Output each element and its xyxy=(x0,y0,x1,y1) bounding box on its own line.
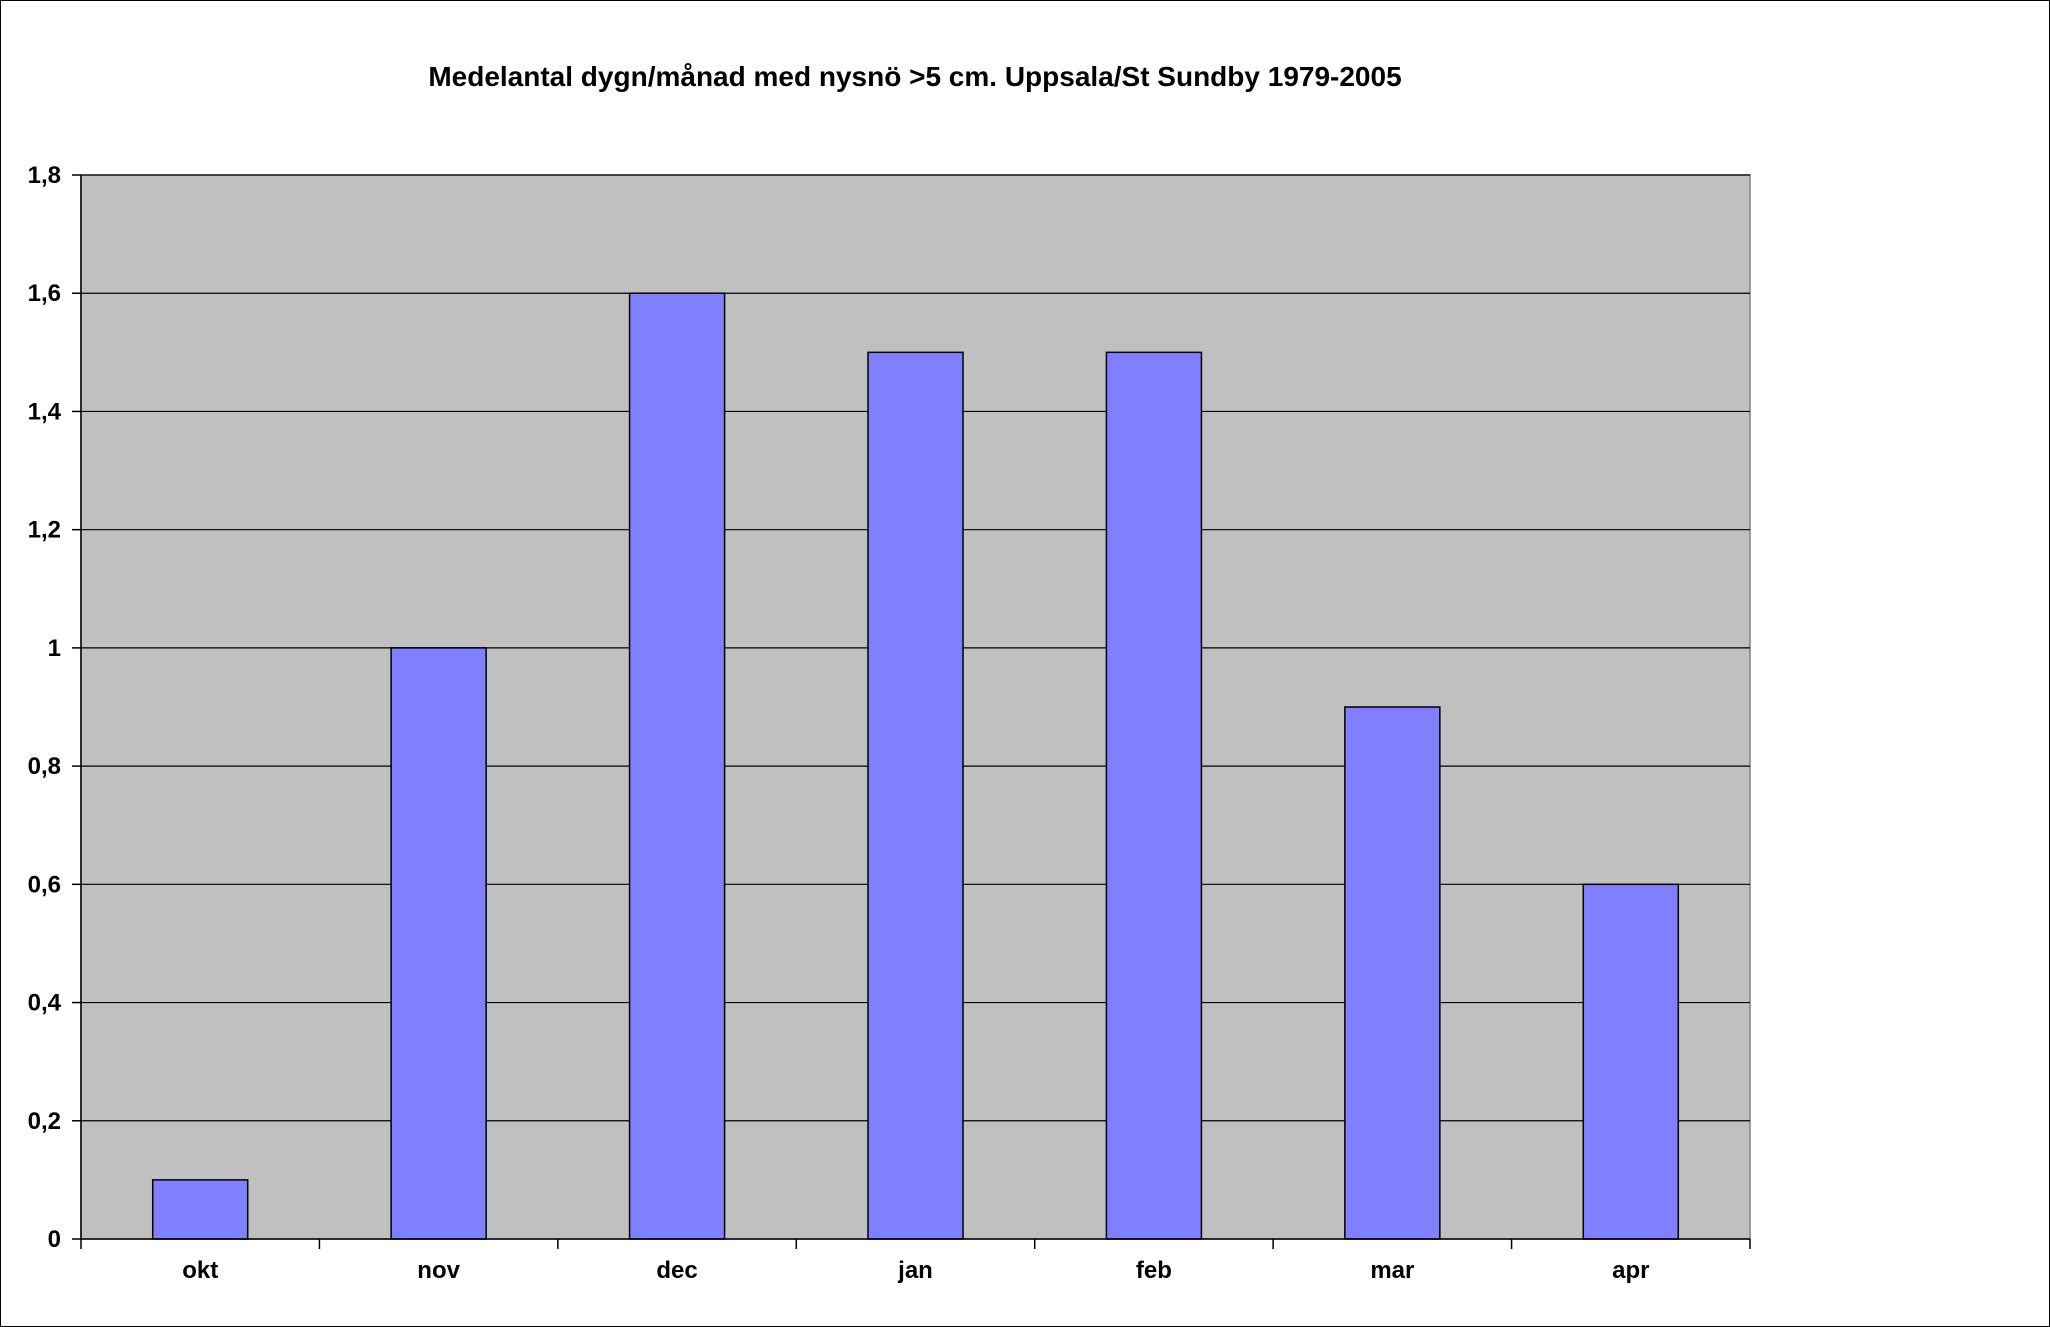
x-tick-label: okt xyxy=(182,1257,218,1284)
x-tick-label: mar xyxy=(1370,1257,1414,1284)
x-tick-label: nov xyxy=(417,1257,460,1284)
y-tick-label: 0,8 xyxy=(28,753,61,780)
y-tick-label: 0 xyxy=(48,1226,61,1253)
x-tick-label: apr xyxy=(1612,1257,1649,1284)
y-tick-label: 1,2 xyxy=(28,517,61,544)
bar-jan xyxy=(867,351,964,1240)
bars xyxy=(151,292,1680,1240)
bar-apr xyxy=(1582,883,1680,1240)
x-tick-label: feb xyxy=(1136,1257,1172,1284)
y-tick-label: 0,2 xyxy=(28,1108,61,1135)
bar-mar xyxy=(1344,706,1441,1240)
x-tick-label: jan xyxy=(897,1257,933,1284)
y-tick-label: 1,6 xyxy=(28,280,61,307)
y-tick-label: 1,8 xyxy=(28,162,61,189)
axes xyxy=(72,174,1751,1249)
x-tick-label: dec xyxy=(656,1257,697,1284)
y-tick-label: 1,4 xyxy=(28,398,62,425)
bar-nov xyxy=(390,647,487,1240)
y-tick-label: 0,6 xyxy=(28,871,61,898)
y-tick-label: 1 xyxy=(48,635,61,662)
bar-okt xyxy=(151,1179,249,1240)
y-axis-tick-labels: 0 0,2 0,4 0,6 0,8 1 1,2 1,4 1,6 1,8 xyxy=(28,162,62,1253)
bar-feb xyxy=(1105,351,1203,1240)
bar-dec xyxy=(628,292,726,1240)
chart-title: Medelantal dygn/månad med nysnö >5 cm. U… xyxy=(428,61,1401,92)
x-axis-tick-labels: okt nov dec jan feb mar apr xyxy=(182,1257,1649,1284)
y-tick-label: 0,4 xyxy=(28,990,62,1017)
